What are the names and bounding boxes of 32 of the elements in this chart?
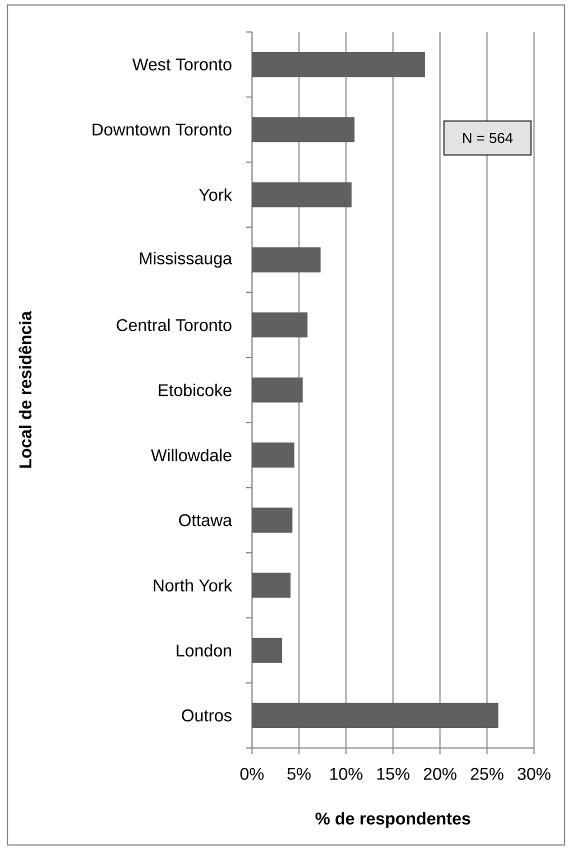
- x-tick-label: 15%: [377, 768, 410, 780]
- y-tick-label: Willowdale: [150, 448, 232, 462]
- x-axis-title: % de respondentes: [315, 812, 470, 828]
- bar: [252, 52, 425, 78]
- bar: [252, 508, 292, 533]
- y-tick-label: North York: [154, 579, 232, 592]
- y-tick-label: West Toronto: [132, 58, 232, 70]
- bar: [252, 182, 352, 208]
- x-tick-label: 30%: [518, 768, 550, 780]
- bar: [252, 442, 294, 468]
- y-tick-label: Outros: [182, 709, 232, 722]
- bar: [252, 117, 354, 142]
- y-tick-label: York: [199, 188, 232, 201]
- x-tick-label: 10%: [330, 768, 362, 780]
- bar: [252, 702, 498, 728]
- bar: [252, 312, 308, 338]
- y-tick-label: Mississauga: [140, 252, 232, 268]
- x-tick-label: 20%: [424, 768, 456, 780]
- y-tick-label: London: [176, 644, 232, 657]
- y-tick-label: Downtown Toronto: [92, 124, 232, 136]
- y-tick-label: Ottawa: [179, 514, 232, 526]
- bar: [252, 247, 321, 272]
- bar: [252, 572, 291, 598]
- y-tick-label: Etobicoke: [158, 384, 232, 396]
- x-tick-label: 0%: [240, 768, 264, 780]
- y-tick-label: Central Toronto: [116, 318, 232, 332]
- y-axis-title: Local de residência: [18, 311, 32, 468]
- bar: [252, 638, 282, 663]
- x-tick-label: 25%: [470, 768, 504, 780]
- x-tick-label: 5%: [287, 768, 311, 780]
- bar: [252, 377, 303, 403]
- annotation: N = 564: [463, 132, 513, 144]
